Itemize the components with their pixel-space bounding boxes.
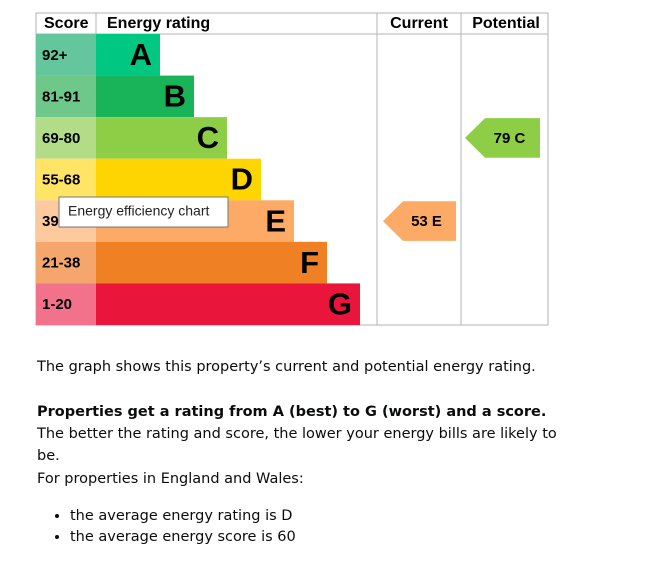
rating-bar bbox=[96, 241, 327, 284]
bands: 92+A81-91B69-80C55-68D39-54E21-38F1-20G5… bbox=[36, 34, 540, 325]
rating-letter: F bbox=[300, 245, 319, 280]
rating-bar bbox=[96, 117, 227, 159]
tooltip-text: Energy efficiency chart bbox=[68, 203, 209, 219]
score-cell bbox=[36, 158, 96, 201]
current-label: 53 E bbox=[411, 213, 442, 230]
score-cell bbox=[36, 75, 96, 118]
score-label: 81-91 bbox=[42, 88, 80, 105]
potential-label: 79 C bbox=[494, 130, 526, 147]
header-potential: Potential bbox=[472, 15, 540, 32]
potential-arrow bbox=[465, 118, 540, 158]
rating-letter: D bbox=[231, 162, 253, 197]
bullet: the average energy score is 60 bbox=[70, 527, 296, 548]
score-cell bbox=[36, 34, 96, 76]
bullet: the average energy rating is D bbox=[70, 506, 296, 527]
score-label: 55-68 bbox=[42, 171, 80, 188]
rating-bar bbox=[96, 283, 360, 325]
score-cell bbox=[36, 117, 96, 159]
rating-letter: E bbox=[265, 203, 286, 238]
rating-bar bbox=[96, 158, 261, 201]
rating-letter: A bbox=[130, 37, 152, 72]
intro: The graph shows this property’s current … bbox=[37, 359, 536, 375]
header-rating: Energy rating bbox=[107, 15, 210, 32]
bullet-list: the average energy rating is Dthe averag… bbox=[37, 506, 296, 548]
score-label: 21-38 bbox=[42, 255, 80, 272]
rating-info: Properties get a rating from A (best) to… bbox=[37, 401, 557, 467]
tooltip-box bbox=[58, 196, 229, 228]
rating-bar bbox=[96, 34, 160, 76]
score-label: 1-20 bbox=[42, 296, 72, 313]
region: For properties in England and Wales: bbox=[37, 471, 304, 487]
rating-letter: G bbox=[328, 286, 352, 321]
rest-text: The better the rating and score, the low… bbox=[37, 426, 557, 464]
score-cell bbox=[36, 283, 96, 325]
score-cell bbox=[36, 241, 96, 284]
score-label: 69-80 bbox=[42, 130, 80, 147]
header-score: Score bbox=[44, 15, 89, 32]
rating-bar bbox=[96, 75, 194, 118]
epc-chart: Score Energy rating Current Potential 92… bbox=[35, 12, 549, 326]
rating-letter: B bbox=[164, 79, 186, 114]
rating-letter: C bbox=[197, 120, 219, 155]
current-arrow bbox=[383, 201, 456, 241]
score-label: 92+ bbox=[42, 47, 68, 64]
bold-text: Properties get a rating from A (best) to… bbox=[37, 404, 547, 420]
tooltip: Energy efficiency chart bbox=[58, 196, 229, 228]
header-current: Current bbox=[390, 15, 448, 32]
